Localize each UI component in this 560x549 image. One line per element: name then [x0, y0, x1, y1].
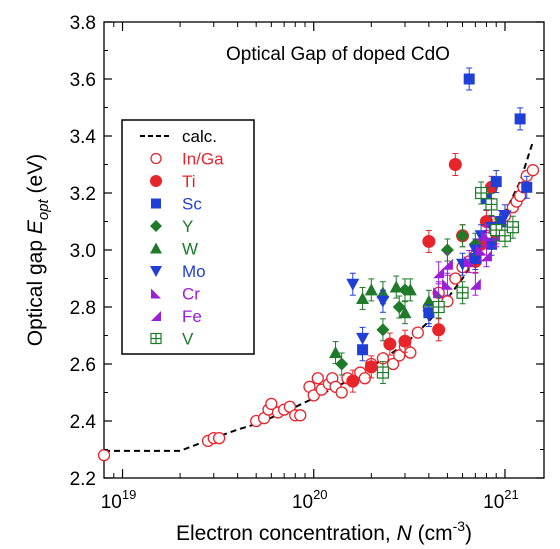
data-point-v: [432, 300, 445, 314]
data-point-sc: [490, 176, 502, 188]
data-point-w: [356, 291, 370, 304]
data-point-ti: [432, 323, 446, 337]
data-point-fe: [433, 267, 445, 279]
data-point-mo: [346, 278, 360, 291]
data-point-in-ga: [97, 449, 111, 462]
data-point-fe: [469, 278, 481, 290]
series-v: [376, 181, 519, 385]
data-point-sc: [514, 113, 526, 125]
data-point-v: [506, 221, 519, 234]
y-tick-label: 3.8: [70, 13, 96, 34]
data-point-in-ga: [335, 386, 348, 399]
data-point-fe: [441, 258, 453, 270]
data-point-in-ga: [283, 400, 297, 413]
data-point-w: [389, 280, 403, 293]
legend: calc. In/Ga Ti Sc YW Mo Cr Fe V: [121, 119, 255, 355]
data-point-cr: [441, 278, 453, 290]
legend-label-y: Y: [182, 217, 193, 236]
data-point-ti: [364, 360, 378, 374]
data-point-ti: [346, 374, 360, 388]
data-point-mo: [468, 244, 482, 257]
data-point-sc: [495, 216, 507, 227]
legend-marker-y: [150, 220, 162, 232]
chart-title: Optical Gap of doped CdO: [226, 44, 450, 65]
legend-label-sc: Sc: [182, 195, 202, 214]
data-point-v: [498, 229, 512, 242]
series-y: [335, 224, 482, 376]
legend-marker-v: [150, 332, 162, 345]
x-axis-label: Electron concentration, N (cm-3): [176, 518, 472, 545]
x-tick-label: 1021: [483, 487, 519, 513]
legend-label-fe: Fe: [182, 307, 202, 326]
y-tick-label: 3.6: [70, 70, 96, 91]
legend-marker-in-ga: [150, 152, 162, 165]
data-point-v: [485, 198, 498, 211]
data-point-mo: [498, 210, 512, 223]
data-point-in-ga: [294, 409, 307, 422]
data-point-w: [329, 346, 343, 359]
data-point-fe: [480, 250, 492, 262]
legend-label-cr: Cr: [182, 285, 200, 304]
data-point-y: [440, 243, 454, 257]
data-point-w: [403, 283, 417, 296]
y-axis-label: Optical gap Eopt (eV): [24, 154, 52, 346]
y-tick-label: 2.6: [70, 355, 96, 376]
data-points-layer: [97, 67, 540, 462]
data-point-ti: [422, 234, 436, 248]
data-point-w: [422, 294, 436, 307]
legend-label-mo: Mo: [182, 262, 206, 281]
y-tick-label: 2.2: [70, 469, 96, 490]
data-point-sc: [485, 238, 497, 250]
legend-label-ti: Ti: [182, 172, 196, 191]
data-point-y: [335, 357, 349, 371]
data-point-sc: [521, 181, 533, 193]
x-tick-label: 1020: [292, 487, 328, 513]
legend-box: [121, 119, 255, 355]
data-point-mo: [376, 295, 390, 308]
legend-label-calc-: calc.: [182, 127, 217, 146]
data-point-v: [376, 366, 390, 379]
data-point-sc: [463, 73, 475, 85]
y-tick-label: 3.2: [70, 184, 96, 205]
legend-label-in-ga: In/Ga: [182, 150, 224, 169]
data-point-cr: [475, 244, 487, 256]
legend-marker-fe: [151, 311, 161, 321]
legend-marker-ti: [150, 175, 162, 187]
data-point-in-ga: [526, 164, 540, 177]
y-tick-label: 2.4: [70, 412, 97, 433]
data-point-ti: [448, 158, 462, 171]
data-point-in-ga: [411, 326, 424, 339]
y-tick-label: 2.8: [70, 298, 96, 319]
data-point-in-ga: [311, 372, 324, 385]
series-w: [329, 275, 436, 365]
legend-label-v: V: [182, 330, 194, 349]
legend-label-w: W: [182, 240, 198, 259]
axes-layer: 2.2 2.4 2.6 2.8 3.0 3.2 3.4 3.6 3.8 1019 1020 1021 E…: [24, 13, 544, 545]
data-point-v: [474, 186, 488, 200]
data-point-ti: [383, 337, 397, 351]
data-point-cr: [463, 255, 475, 267]
data-point-cr: [480, 230, 492, 242]
y-tick-label: 3.4: [70, 127, 97, 148]
legend-marker-cr: [151, 288, 161, 299]
data-point-y: [456, 229, 470, 243]
data-point-mo: [422, 310, 436, 323]
legend-marker-mo: [150, 266, 162, 277]
y-tick-label: 3.0: [70, 241, 96, 262]
data-point-ti: [398, 334, 412, 348]
legend-marker-w: [150, 242, 162, 254]
data-point-in-ga: [386, 357, 400, 371]
data-point-w: [398, 306, 412, 319]
data-point-v: [456, 286, 469, 299]
data-point-in-ga: [265, 397, 278, 411]
data-point-y: [392, 300, 406, 314]
data-point-mo: [356, 332, 370, 345]
legend-marker-sc: [151, 198, 161, 209]
data-point-w: [364, 283, 378, 296]
data-point-in-ga: [212, 431, 226, 445]
x-tick-label: 1019: [101, 487, 137, 513]
data-point-y: [376, 323, 390, 337]
data-point-in-ga: [449, 272, 462, 285]
